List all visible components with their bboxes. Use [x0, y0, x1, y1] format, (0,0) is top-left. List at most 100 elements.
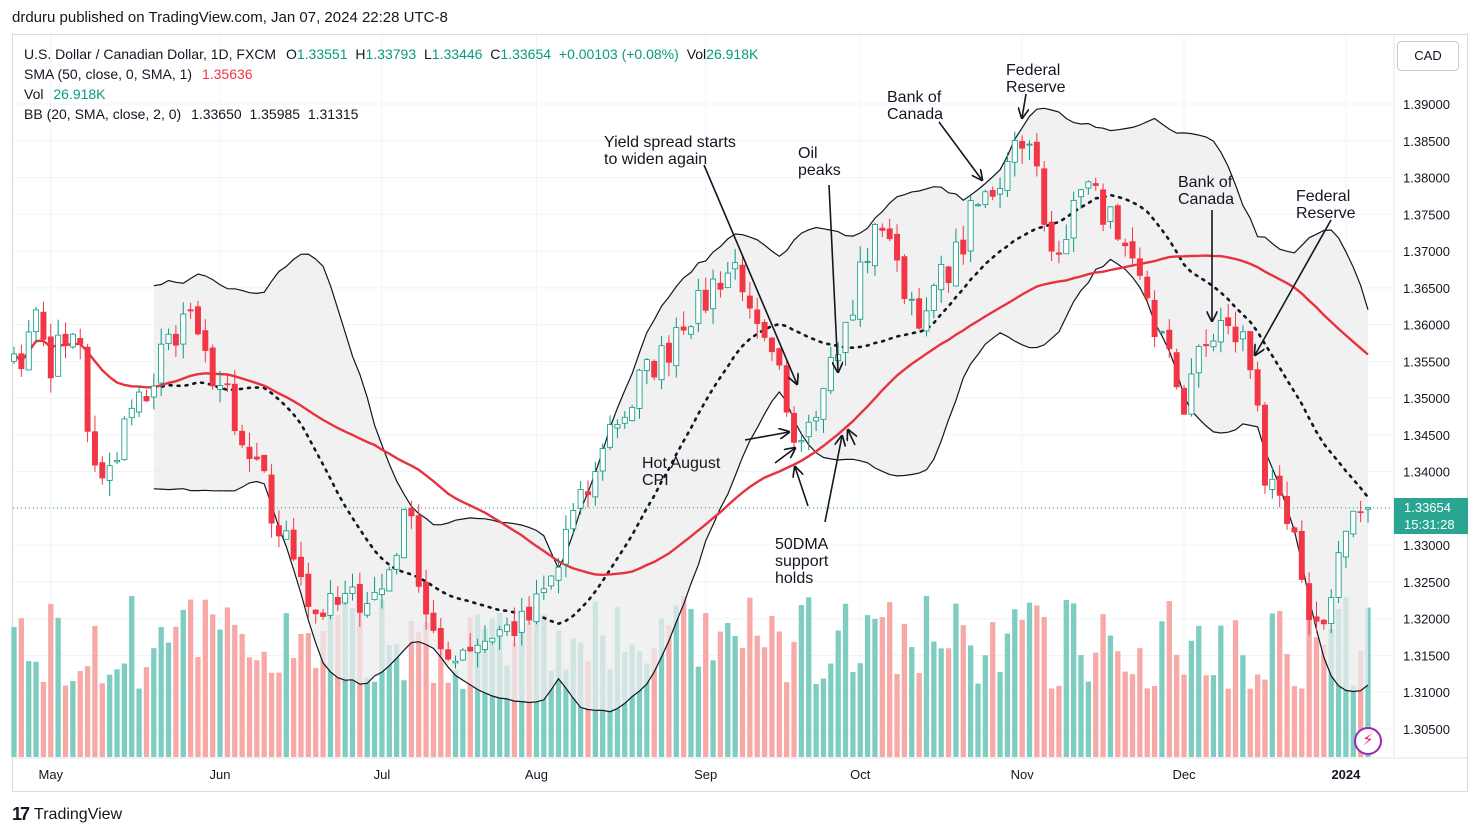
time-tick-label: Nov: [1011, 767, 1035, 782]
volume-bar: [769, 615, 775, 757]
candle-body: [1342, 530, 1349, 558]
candle-body: [570, 510, 577, 530]
price-tick-label: 1.37500: [1403, 207, 1450, 222]
candle-body: [165, 333, 172, 344]
price-tick-label: 1.33000: [1403, 538, 1450, 553]
last-price: 1.33654: [1404, 499, 1451, 515]
volume-bar: [953, 603, 959, 757]
volume-bar: [180, 609, 186, 757]
candle-body: [607, 424, 614, 448]
price-tick-label: 1.32500: [1403, 575, 1450, 590]
volume-bar: [548, 670, 554, 757]
candle-body: [658, 345, 665, 381]
volume-bar: [1254, 674, 1261, 757]
volume-bar: [945, 648, 952, 757]
candle-body: [327, 593, 334, 616]
candle-body: [562, 528, 569, 565]
annotation-oil: Oil: [798, 145, 818, 162]
volume-bar: [158, 627, 164, 757]
candle-body: [1041, 168, 1048, 225]
candle-body: [1136, 258, 1143, 276]
volume-bar: [739, 647, 746, 757]
candle-body: [511, 621, 518, 636]
candle-body: [1298, 530, 1305, 580]
candle-body: [239, 430, 246, 446]
volume-bar: [879, 616, 885, 757]
volume-bar: [1306, 606, 1312, 757]
volume-bar: [386, 645, 392, 757]
candle-body: [84, 346, 91, 432]
volume-bar: [1115, 651, 1121, 757]
candle-body: [1166, 329, 1173, 350]
volume-bar: [254, 660, 260, 757]
volume-bar: [644, 663, 650, 757]
legend-close-key: C: [490, 46, 501, 62]
lightning-icon[interactable]: ⚡: [1354, 727, 1382, 755]
volume-bar: [1144, 688, 1150, 757]
volume-bar: [563, 669, 569, 757]
annotation-boc1: Bank of: [887, 89, 942, 106]
volume-bar: [165, 642, 172, 757]
volume-bar: [1078, 655, 1084, 757]
candle-body: [349, 586, 356, 594]
candle-body: [1284, 495, 1291, 525]
legend-vol-inline: 26.918K: [706, 46, 759, 62]
candle-body: [724, 272, 731, 289]
candle-body: [643, 359, 650, 372]
candle-body: [827, 357, 834, 392]
candle-body: [1291, 527, 1298, 533]
volume-bar: [401, 680, 407, 757]
volume-bar: [283, 613, 289, 757]
volume-bar: [820, 678, 827, 757]
volume-bar: [1071, 603, 1077, 757]
tradingview-logo-icon: 17: [12, 804, 30, 824]
candle-body: [518, 610, 525, 633]
volume-bar: [1122, 671, 1128, 757]
candle-body: [1328, 597, 1335, 625]
candle-body: [1055, 252, 1062, 255]
candle-body: [1320, 619, 1327, 625]
volume-bar: [320, 631, 326, 757]
volume-bar: [1188, 640, 1195, 757]
volume-bar: [305, 633, 311, 757]
candle-body: [1195, 346, 1202, 374]
candle-body: [871, 224, 878, 267]
volume-bar: [901, 623, 908, 757]
candle-body: [1100, 189, 1107, 225]
volume-bar: [1232, 620, 1239, 757]
candle-body: [437, 628, 444, 650]
legend-symbol: U.S. Dollar / Canadian Dollar, 1D, FXCM: [24, 46, 277, 62]
volume-bar: [1196, 625, 1202, 757]
candle-body: [47, 336, 54, 379]
time-tick-label: Jun: [210, 767, 231, 782]
legend-bb-label: BB (20, SMA, close, 2, 0): [24, 106, 182, 122]
volume-bar: [99, 683, 105, 757]
legend-bb-lower: 1.31315: [307, 106, 359, 122]
price-tick-label: 1.31000: [1403, 685, 1450, 700]
legend-bb-upper: 1.35985: [249, 106, 301, 122]
candle-body: [342, 593, 349, 604]
volume-bar: [923, 595, 930, 757]
candle-body: [312, 609, 319, 615]
volume-bar: [1218, 625, 1224, 757]
candle-body: [386, 569, 393, 592]
volume-bar: [349, 608, 356, 757]
chart-frame: [12, 34, 1468, 792]
volume-bar: [1026, 602, 1033, 757]
volume-bar: [813, 684, 819, 757]
annotation-sma: support: [775, 553, 829, 570]
volume-bar: [1034, 605, 1040, 757]
currency-button[interactable]: CAD: [1397, 41, 1459, 71]
candle-body: [842, 321, 849, 353]
volume-bar: [394, 644, 400, 757]
footer-brand[interactable]: 17 TradingView: [12, 804, 122, 825]
volume-bar: [504, 665, 510, 757]
candle-body: [106, 465, 113, 481]
volume-bar: [1041, 616, 1047, 757]
candle-body: [754, 309, 761, 324]
candle-body: [967, 200, 974, 252]
annotation-arrow: [1255, 219, 1332, 355]
volume-bar: [114, 669, 120, 757]
